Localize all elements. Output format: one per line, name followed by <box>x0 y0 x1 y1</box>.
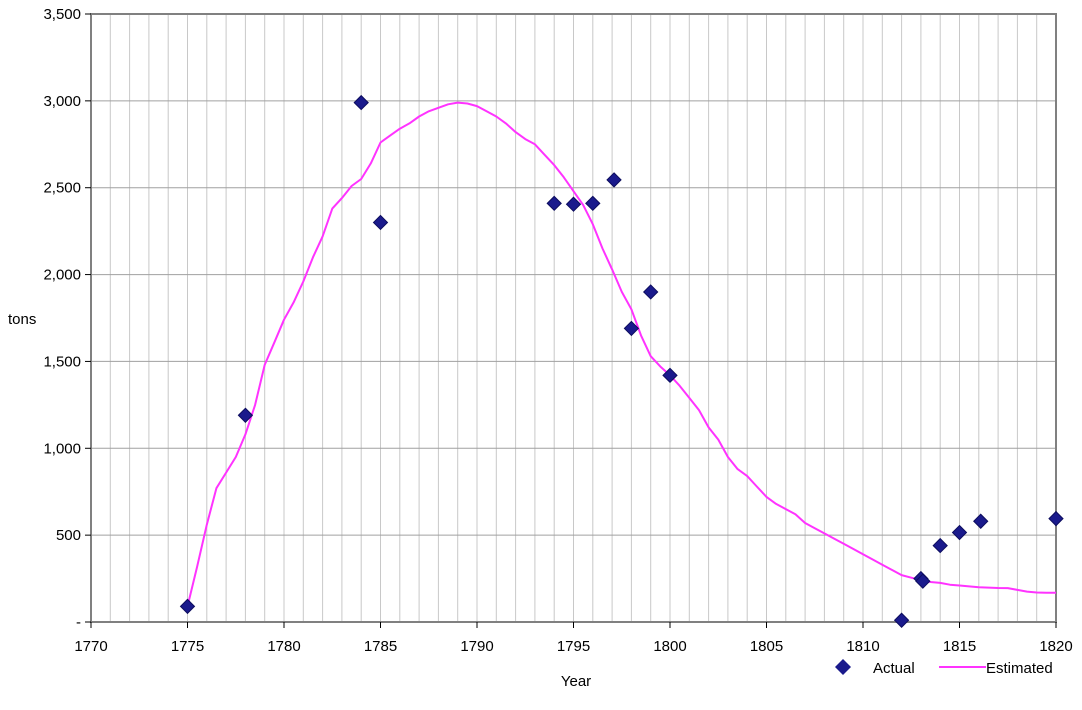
actual-point <box>585 195 601 212</box>
x-tick-label: 1790 <box>460 638 493 655</box>
estimated-series <box>186 101 1056 607</box>
actual-point <box>1048 510 1064 527</box>
actual-point <box>372 214 389 231</box>
y-tick-label: - <box>76 614 81 631</box>
x-tick-label: 1775 <box>171 638 204 655</box>
legend-actual-marker <box>835 659 851 675</box>
legend-actual-label: Actual <box>873 660 915 677</box>
y-tick-label: 2,500 <box>43 180 81 197</box>
x-axis-title: Year <box>561 673 591 690</box>
actual-point <box>623 320 640 337</box>
legend-estimated-label: Estimated <box>986 660 1053 677</box>
legend: Actual Estimated <box>835 659 1053 677</box>
x-tick-label: 1770 <box>74 638 107 655</box>
x-tick-label: 1820 <box>1039 638 1072 655</box>
actual-point <box>642 284 659 300</box>
x-tick-label: 1795 <box>557 638 590 655</box>
actual-point <box>662 367 678 384</box>
actual-point <box>179 598 196 615</box>
y-tick-label: 1,500 <box>43 353 81 370</box>
actual-point <box>237 407 254 423</box>
actual-point <box>932 537 948 554</box>
actual-point <box>565 196 582 212</box>
actual-series <box>179 94 1064 628</box>
y-tick-label: 500 <box>56 527 81 544</box>
x-tick-label: 1805 <box>750 638 783 655</box>
grid <box>91 14 1056 622</box>
actual-point <box>951 524 968 541</box>
x-tick-label: 1815 <box>943 638 976 655</box>
actual-point <box>353 94 369 111</box>
y-tick-label: 2,000 <box>43 267 81 284</box>
actual-point <box>915 573 931 589</box>
x-axis-ticks: 1770 1775 1780 1785 1790 1795 1800 1805 1810 1815… <box>74 622 1073 655</box>
x-tick-label: 1785 <box>364 638 397 655</box>
y-tick-label: 3,500 <box>43 6 81 23</box>
estimated-line <box>186 101 1056 607</box>
actual-point <box>893 612 910 628</box>
x-tick-label: 1780 <box>267 638 300 655</box>
y-axis-title: tons <box>8 311 36 328</box>
y-tick-label: 3,000 <box>43 93 81 110</box>
y-tick-label: 1,000 <box>43 440 81 457</box>
actual-point <box>546 195 562 212</box>
x-tick-label: 1810 <box>846 638 879 655</box>
actual-point <box>606 172 622 188</box>
x-tick-label: 1800 <box>653 638 686 655</box>
actual-point <box>973 513 989 529</box>
y-axis-ticks: - 500 1,000 1,500 2,000 2,500 3,000 3,500 <box>43 6 91 631</box>
